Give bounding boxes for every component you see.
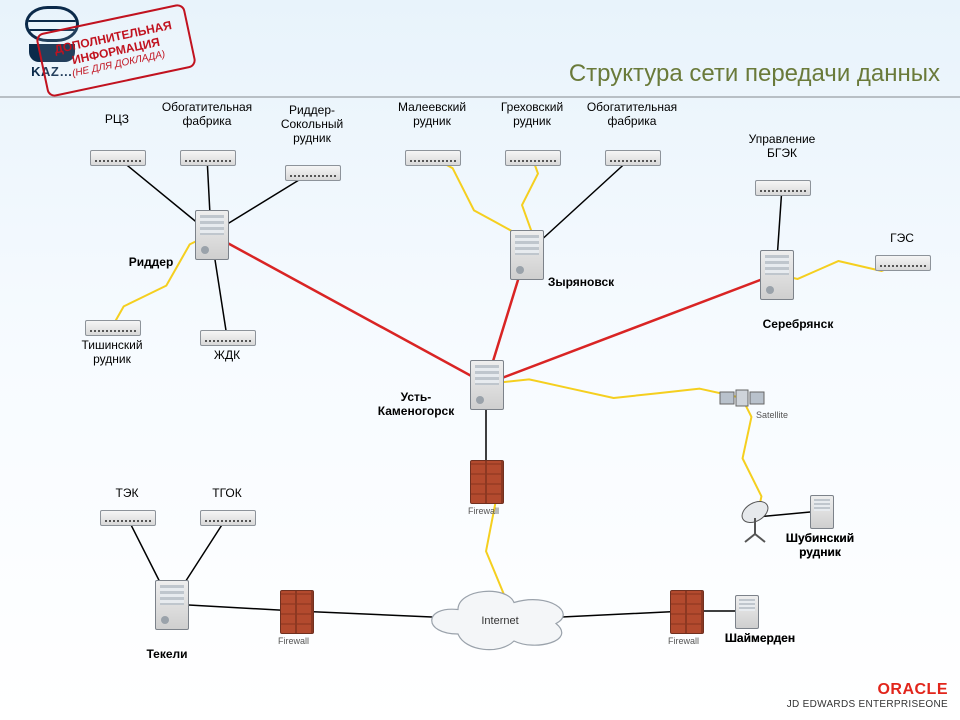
- node-fw_shay: [670, 590, 704, 634]
- node-tish_sw: [85, 320, 141, 336]
- label-obog2_sw: Обогатительная фабрика: [572, 101, 692, 129]
- label-obog1_sw: Обогатительная фабрика: [147, 101, 267, 129]
- node-obog2_sw: [605, 150, 661, 166]
- satellite-label: Satellite: [756, 410, 788, 420]
- node-tek_sw: [100, 510, 156, 526]
- node-sereb_srv: [760, 250, 794, 300]
- node-tgok_sw: [200, 510, 256, 526]
- node-ges_sw: [875, 255, 931, 271]
- oracle-footer: ORACLE JD EDWARDS ENTERPRISEONE: [787, 681, 948, 710]
- node-greh_sw: [505, 150, 561, 166]
- node-zhdk_sw: [200, 330, 256, 346]
- label-sereb_srv: Серебрянск: [738, 318, 858, 332]
- label-ust_srv: Усть- Каменогорск: [356, 391, 476, 419]
- svg-text:Internet: Internet: [481, 615, 518, 627]
- node-obog1_sw: [180, 150, 236, 166]
- label-ridder_srv: Риддер: [91, 256, 211, 270]
- label-upr_sw: Управление БГЭК: [722, 133, 842, 161]
- node-ridder_srv: [195, 210, 229, 260]
- label-tgok_sw: ТГОК: [167, 487, 287, 501]
- label-zhdk_sw: ЖДК: [167, 349, 287, 363]
- node-upr_sw: [755, 180, 811, 196]
- label-shay_label: Шаймерден: [690, 632, 830, 646]
- node-shay_small: [735, 595, 759, 629]
- node-tekeli_srv: [155, 580, 189, 630]
- node-fw_tekeli: [280, 590, 314, 634]
- node-zyr_srv: [510, 230, 544, 280]
- label-tish_sw: Тишинский рудник: [52, 339, 172, 367]
- firewall-label-fw_tekeli: Firewall: [278, 636, 309, 646]
- label-zyr_srv: Зыряновск: [521, 276, 641, 290]
- oracle-brand: ORACLE: [787, 681, 948, 699]
- firewall-label-fw_center: Firewall: [468, 506, 499, 516]
- node-ridder_sok_sw: [285, 165, 341, 181]
- label-tekeli_srv: Текели: [107, 648, 227, 662]
- node-shub_small: [810, 495, 834, 529]
- node-fw_center: [470, 460, 504, 504]
- label-shub_label: Шубинский рудник: [750, 532, 890, 560]
- label-ridder_sok_sw: Риддер- Сокольный рудник: [252, 104, 372, 145]
- node-mal_sw: [405, 150, 461, 166]
- label-ges_sw: ГЭС: [842, 232, 960, 246]
- node-rcz_sw: [90, 150, 146, 166]
- oracle-product: JD EDWARDS ENTERPRISEONE: [787, 699, 948, 710]
